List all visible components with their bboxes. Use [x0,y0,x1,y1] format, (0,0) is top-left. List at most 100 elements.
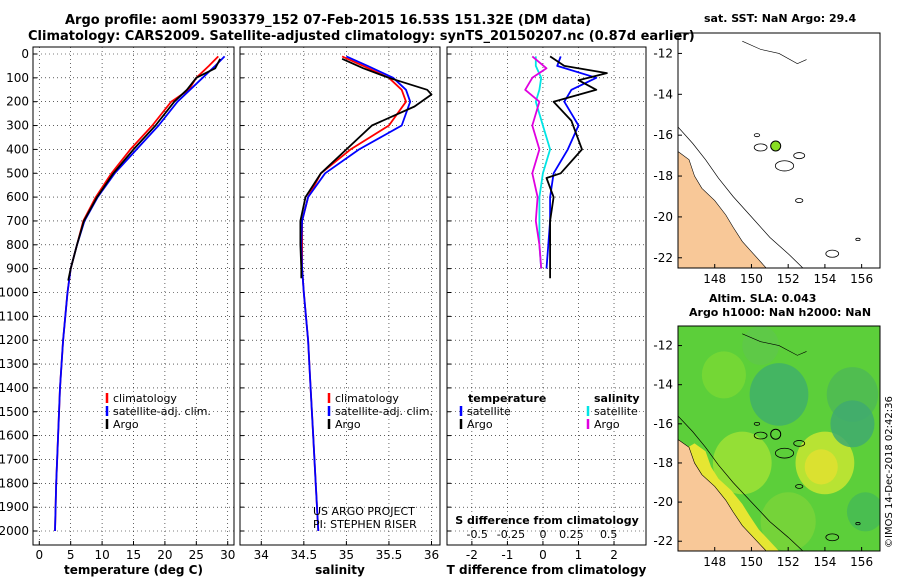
reef-outline [774,447,795,459]
map-xtick-label: 154 [813,272,836,286]
temperature-ytick-label: 600 [6,190,29,204]
salinity-xlabel: salinity [315,563,365,577]
temperature-series-satellite-adj-clim- [54,55,226,532]
difference-xtick-label: 0 [539,548,547,562]
map-xtick-label: 150 [740,272,763,286]
sla-anomaly-blob [846,492,880,532]
reef-outline [855,237,861,242]
reef-outline [793,152,806,160]
diff-s-tick-label: 0 [539,528,546,541]
sla-anomaly-blob [701,351,746,399]
map-ytick-label: -12 [653,46,673,60]
map-ytick-label: -18 [653,169,673,183]
temperature-ytick-label: 1300 [0,357,29,371]
sla-anomaly-blob [804,449,838,485]
map-ytick-label: -22 [653,251,673,265]
sla-anomaly-blob [712,431,772,495]
reef-outline [753,143,768,152]
diff-s-tick-label: 0.5 [600,528,618,541]
reef-outline [774,160,795,172]
temperature-legend-label: Argo [113,418,139,431]
temperature-ytick-label: 100 [6,71,29,85]
northern-islands [742,333,807,356]
reef-outline [795,198,804,204]
temperature-series-climatology [54,55,219,532]
panel-difference: -2 -1 0 1 2T difference from climatology temp… [446,46,647,577]
temperature-ytick-label: 1000 [0,286,29,300]
map-ytick-label: -14 [653,378,673,392]
temperature-ytick-label: 900 [6,262,29,276]
map-sst_map: 148 150 152 154 156 -12 -14 -16 -18 -20 -22 [653,32,881,286]
temperature-ytick-label: 1500 [0,405,29,419]
temperature-ytick-label: 500 [6,166,29,180]
map-ytick-label: -16 [653,417,673,431]
sla-anomaly-blob [742,326,779,366]
map-sla_map: 148 150 152 154 156 -12 -14 -16 -18 -20 -22 [653,325,881,569]
map-ytick-label: -20 [653,495,673,509]
diff-legend-sal-title: salinity [594,392,640,405]
project-note: US ARGO PROJECT [313,505,415,518]
temperature-ytick-label: 1200 [0,333,29,347]
sst-map-title: sat. SST: NaN Argo: 29.4 [704,12,857,25]
temperature-ytick-label: 1400 [0,381,29,395]
pi-note: PI: STEPHEN RISER [313,518,417,531]
difference-frame [446,46,647,546]
sla-map-title: Altim. SLA: 0.043 [709,292,817,305]
shelf-contour [678,126,804,268]
temperature-xtick-label: 5 [67,548,75,562]
difference-xtick-label: -2 [466,548,478,562]
diff-s-tick-label: -0.5 [466,528,487,541]
diff-legend-temp-label: satellite [467,405,511,418]
reef-outline [795,484,804,489]
temperature-ytick-label: 1100 [0,309,29,323]
temperature-xtick-label: 15 [126,548,141,562]
temperature-xtick-label: 20 [157,548,172,562]
temperature-ytick-label: 800 [6,238,29,252]
temperature-ytick-label: 1600 [0,429,29,443]
argo-position-marker [770,140,782,152]
temperature-legend-label: climatology [113,392,177,405]
sla-anomaly-blob [760,492,816,551]
map-xtick-label: 156 [850,272,873,286]
salinity-legend-label: satellite-adj. clim. [335,405,433,418]
difference-xtick-label: 1 [575,548,583,562]
sla-map-subtitle: Argo h1000: NaN h2000: NaN [689,306,872,319]
difference-series-s-satellite [534,56,551,269]
salinity-xtick-label: 34.5 [290,548,317,562]
temperature-legend-label: satellite-adj. clim. [113,405,211,418]
temperature-ytick-label: 1700 [0,452,29,466]
salinity-xtick-label: 35 [339,548,354,562]
northern-islands [742,40,807,64]
chart-title-line1: Argo profile: aoml 5903379_152 07-Feb-20… [65,13,592,28]
panel-salinity: 34 34.5 35 35.5 36 salinity climatologysatelli… [239,46,441,577]
temperature-ytick-label: 700 [6,214,29,228]
temperature-ytick-label: 300 [6,119,29,133]
shelf-contour [678,415,804,551]
map-ytick-label: -16 [653,128,673,142]
diff-legend-temp-title: temperature [468,392,546,405]
map-xtick-label: 156 [850,555,873,569]
difference-xlabel: T difference from climatology [447,563,647,577]
map-ytick-label: -22 [653,534,673,548]
panel-temperature: 0 5 10 15 20 25 300100200300400500600700800900… [0,46,235,577]
map-ytick-label: -20 [653,210,673,224]
map-xtick-label: 152 [777,555,800,569]
reef-outline [793,440,806,447]
map-ytick-label: -12 [653,339,673,353]
reef-outline [855,522,861,526]
temperature-series-argo [67,58,221,281]
difference-xtick-label: 2 [610,548,618,562]
difference-series-t-argo [545,55,608,279]
diff-s-tick-label: -0.25 [497,528,525,541]
salinity-xtick-label: 36 [424,548,439,562]
map-xtick-label: 148 [703,555,726,569]
temperature-ytick-label: 200 [6,95,29,109]
diff-legend-sal-label: Argo [594,418,620,431]
temperature-ytick-label: 1900 [0,500,29,514]
temperature-xtick-label: 30 [220,548,235,562]
argo-position-marker [770,428,782,440]
diff-s-tick-label: 0.25 [559,528,584,541]
sla-anomaly-blob [749,363,809,426]
temperature-xtick-label: 25 [189,548,204,562]
